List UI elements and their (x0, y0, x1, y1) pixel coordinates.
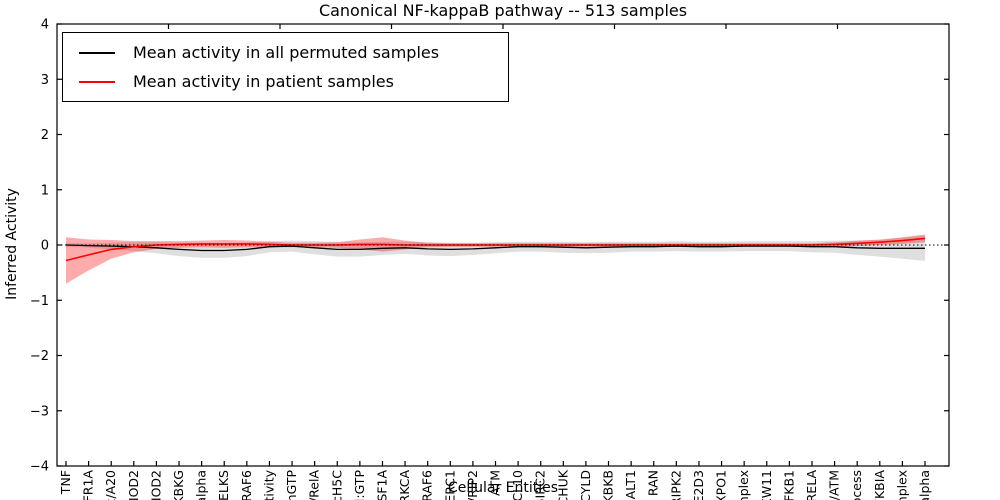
x-tick-label: proteasomal ubiquitin-dependent protein … (849, 470, 864, 500)
x-tick-label: beta TrCP1/SCF ubiquitin ligase complex (736, 470, 751, 500)
y-tick-label: −4 (30, 460, 49, 475)
x-tick-label: Exportin 1/RanGTP (284, 470, 299, 500)
x-tick-label: TNFRSF1A (375, 470, 390, 500)
x-tick-label: RIPK2 (668, 470, 683, 500)
x-tick-label: IKK complex/ELKS (216, 470, 231, 500)
x-tick-label: NFKB1 (781, 470, 796, 500)
y-tick-label: 2 (41, 128, 49, 143)
x-tick-label: NFKBIA (872, 470, 887, 500)
x-tick-label: BCL10 (510, 470, 525, 500)
x-tick-label: NEMO/ATM (827, 470, 842, 500)
x-tick-label: ATM (488, 470, 503, 496)
permuted-line-swatch (79, 51, 115, 54)
permuted-mean-line (65, 244, 925, 252)
x-tick-label: MALT1 (623, 470, 638, 500)
legend-label-patient: Mean activity in patient samples (133, 72, 394, 91)
chart-title: Canonical NF-kappaB pathway -- 513 sampl… (318, 1, 688, 20)
x-tick-label: TRAF6 (420, 470, 435, 500)
x-tick-label: NF kappa B1 p50/RelA/I kappa B alpha (917, 470, 932, 500)
y-tick-label: 4 (41, 18, 49, 33)
y-tick-label: 0 (41, 239, 49, 254)
x-tick-label: cIAP1/UbcH5C (329, 470, 344, 500)
x-tick-label: IKBKB (601, 470, 616, 500)
x-tick-label: RAN (646, 470, 661, 496)
legend-entry-patient: Mean activity in patient samples (79, 72, 508, 91)
x-tick-label: CHUK (555, 469, 570, 500)
y-axis-label: Inferred Activity (4, 188, 20, 300)
y-tick-label: 3 (41, 73, 49, 88)
x-tick-label: BIRC2 (533, 470, 548, 500)
y-tick-label: 1 (41, 183, 49, 198)
patient-line-swatch (79, 80, 115, 83)
x-tick-label: UBE2D3 (691, 470, 706, 500)
x-tick-label: IKK complex (894, 470, 909, 500)
x-tick-label: NEMO/A20/RIP2 (465, 470, 480, 500)
x-tick-label: RIP2/NOD2 (126, 470, 141, 500)
legend-label-permuted: Mean activity in all permuted samples (133, 43, 440, 62)
x-tick-label: mol:GTP (352, 470, 367, 500)
y-tick-label: −2 (30, 349, 49, 364)
x-tick-label: PRKCA (397, 470, 412, 500)
x-tick-label: FBXW11 (759, 470, 774, 500)
x-tick-label: RELA (804, 470, 819, 500)
x-tick-label: XPO1 (714, 470, 729, 500)
x-tick-label: ERC1 (442, 470, 457, 500)
x-tick-label: BCL10/MALT1/TRAF6 (239, 470, 254, 500)
x-tick-label: NF kappa B1 p50/RelA (307, 470, 322, 500)
y-tick-label: −1 (30, 294, 49, 309)
x-tick-label: NOD2 (148, 470, 163, 500)
x-tick-label: TNF (58, 470, 73, 495)
legend-entry-permuted: Mean activity in all permuted samples (79, 43, 508, 62)
y-tick-label: −3 (30, 404, 49, 419)
x-tick-label: CYLD (578, 470, 593, 500)
x-tick-label: IKK complex/PKC alpha (194, 470, 209, 500)
legend: Mean activity in all permuted samples Me… (62, 32, 509, 102)
x-tick-label: tumor necrosis factor receptor activity (261, 469, 276, 500)
x-tick-label: IKBKG (171, 470, 186, 500)
x-tick-label: TNF/TNFR1A (81, 470, 96, 500)
x-axis-label: Cellular Entities (447, 480, 559, 496)
x-tick-label: IKK complex/A20 (103, 470, 118, 500)
